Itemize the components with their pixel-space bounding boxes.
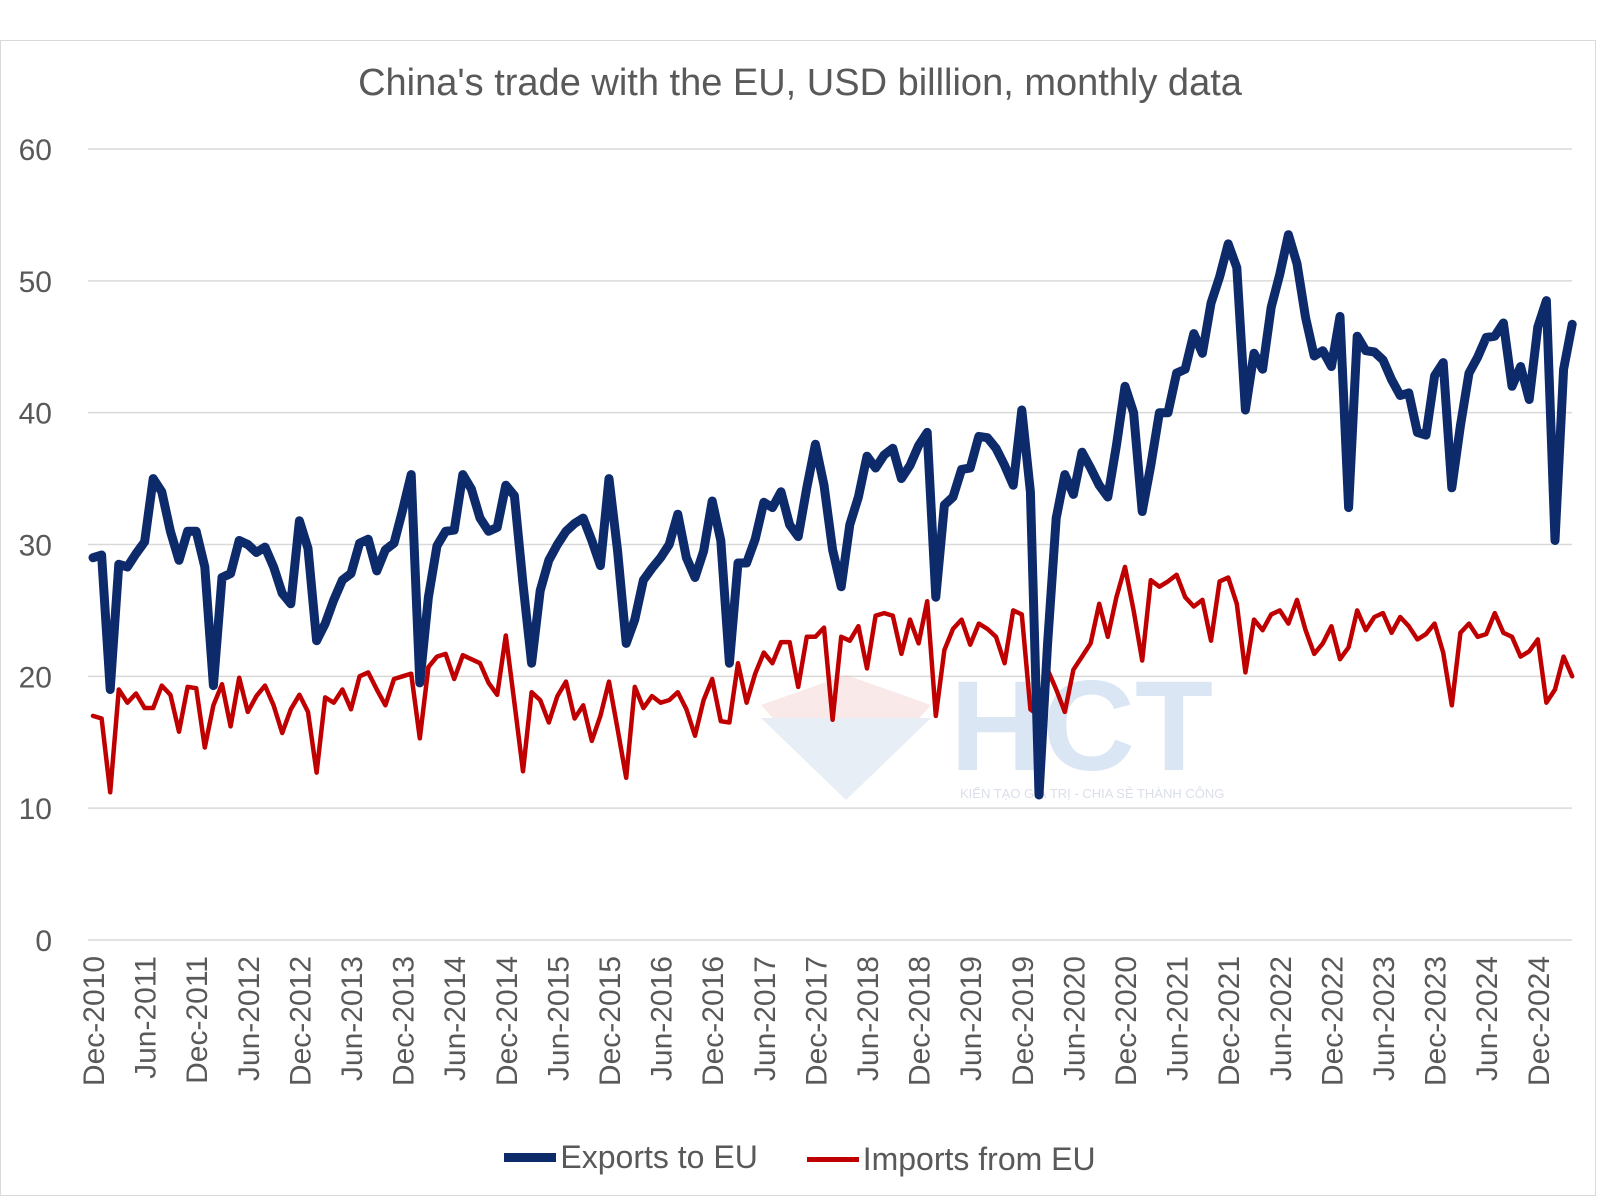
y-tick-label: 40 xyxy=(19,398,52,431)
y-tick-label: 0 xyxy=(35,925,52,958)
x-tick-label: Jun-2014 xyxy=(439,956,472,1081)
y-tick-label: 10 xyxy=(19,793,52,826)
y-tick-label: 20 xyxy=(19,661,52,694)
series-line-exports xyxy=(88,230,1577,800)
legend-item-exports: Exports to EU xyxy=(504,1139,758,1176)
x-tick-label: Dec-2012 xyxy=(284,956,317,1086)
watermark-logo: HCT KIẾN TẠO GIÁ TRỊ - CHIA SẺ THÀNH CÔN… xyxy=(761,655,1224,801)
y-tick-label: 50 xyxy=(19,266,52,299)
x-tick-label: Jun-2021 xyxy=(1162,956,1195,1081)
x-tick-label: Jun-2022 xyxy=(1265,956,1298,1081)
x-tick-label: Dec-2024 xyxy=(1523,956,1556,1086)
x-tick-label: Jun-2015 xyxy=(542,956,575,1081)
watermark-logo-text: HCT xyxy=(950,655,1213,798)
x-tick-label: Jun-2012 xyxy=(233,956,266,1081)
series-lines xyxy=(88,230,1577,800)
y-axis-ticks: 0 10 20 30 40 50 60 xyxy=(19,134,52,958)
x-tick-label: Dec-2015 xyxy=(594,956,627,1086)
legend-label-imports: Imports from EU xyxy=(862,1141,1096,1177)
watermark-diamond-blue xyxy=(761,718,931,800)
x-tick-label: Jun-2016 xyxy=(646,956,679,1081)
legend-item-imports: Imports from EU xyxy=(806,1141,1096,1178)
x-tick-label: Jun-2020 xyxy=(1058,956,1091,1081)
x-tick-label: Dec-2017 xyxy=(800,956,833,1086)
y-tick-label: 60 xyxy=(19,134,52,167)
x-tick-label: Dec-2019 xyxy=(1007,956,1040,1086)
legend-label-exports: Exports to EU xyxy=(560,1139,758,1175)
legend-swatch-exports xyxy=(504,1153,557,1162)
x-tick-label: Dec-2023 xyxy=(1420,956,1453,1086)
x-tick-label: Jun-2017 xyxy=(749,956,782,1081)
x-tick-label: Jun-2011 xyxy=(130,956,163,1079)
series-line-imports xyxy=(90,564,1575,795)
chart-title: China's trade with the EU, USD billlion,… xyxy=(358,62,1242,104)
x-tick-label: Dec-2014 xyxy=(491,956,524,1086)
x-tick-label: Dec-2011 xyxy=(181,956,214,1084)
x-tick-label: Dec-2018 xyxy=(904,956,937,1086)
legend-swatch-imports xyxy=(806,1157,859,1162)
x-tick-label: Dec-2020 xyxy=(1110,956,1143,1086)
x-tick-label: Dec-2021 xyxy=(1213,956,1246,1086)
x-tick-label: Jun-2013 xyxy=(336,956,369,1081)
legend: Exports to EU Imports from EU xyxy=(0,1133,1600,1178)
x-tick-label: Jun-2018 xyxy=(852,956,885,1081)
y-tick-label: 30 xyxy=(19,530,52,563)
x-tick-label: Dec-2013 xyxy=(388,956,421,1086)
x-tick-label: Dec-2022 xyxy=(1316,956,1349,1086)
x-axis-ticks: Dec-2010 Jun-2011 Dec-2011 Jun-2012 Dec-2012… xyxy=(78,956,1556,1086)
x-tick-label: Jun-2024 xyxy=(1471,956,1504,1081)
x-tick-label: Jun-2019 xyxy=(955,956,988,1081)
x-tick-label: Dec-2016 xyxy=(697,956,730,1086)
watermark-diamond-red xyxy=(761,675,931,800)
watermark-tagline: KIẾN TẠO GIÁ TRỊ - CHIA SẺ THÀNH CÔNG xyxy=(960,786,1224,801)
chart-frame xyxy=(0,40,1596,1196)
x-tick-label: Dec-2010 xyxy=(78,956,111,1086)
x-tick-label: Jun-2023 xyxy=(1368,956,1401,1081)
